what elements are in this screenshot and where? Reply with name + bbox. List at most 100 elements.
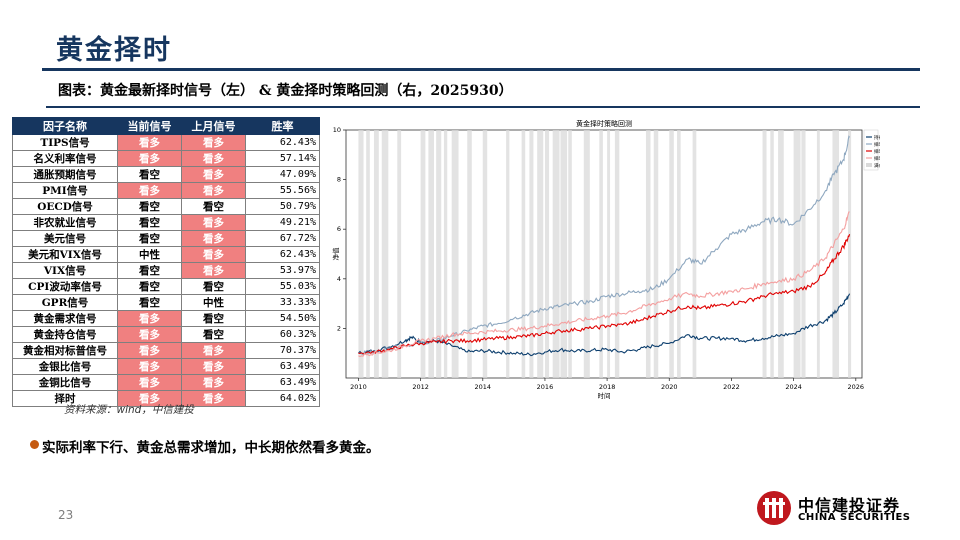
y-axis-label: 净值: [332, 247, 340, 261]
current-signal: 看多: [117, 342, 182, 359]
bullet-dot: [30, 440, 39, 449]
logo-english: CHINA SECURITIES: [798, 512, 911, 523]
current-signal: 看空: [117, 198, 182, 215]
current-signal: 看多: [117, 134, 182, 151]
current-signal: 看多: [117, 390, 182, 407]
table-row: 金铜比信号 看多 看多 63.49%: [12, 374, 320, 391]
full-position-band: [521, 130, 526, 378]
y-tick-label: 4: [337, 275, 341, 283]
factor-name: TIPS信号: [12, 134, 118, 151]
factor-name: CPI波动率信号: [12, 278, 118, 295]
full-position-band: [692, 130, 697, 378]
full-position-band: [420, 130, 426, 378]
y-tick-label: 10: [333, 126, 341, 134]
x-tick-label: 2014: [474, 383, 491, 391]
factor-name: VIX信号: [12, 262, 118, 279]
table-row: OECD信号 看空 看空 50.79%: [12, 198, 320, 215]
header-current: 当前信号: [117, 117, 182, 135]
y-tick-label: 8: [337, 176, 341, 184]
full-position-band: [482, 130, 488, 378]
current-signal: 看空: [117, 262, 182, 279]
chart-title: 黄金择时策略回测: [576, 119, 632, 128]
win-rate: 33.33%: [245, 294, 320, 311]
y-tick-label: 6: [337, 225, 341, 233]
current-signal: 看空: [117, 230, 182, 247]
factor-name: 黄金需求信号: [12, 310, 118, 327]
win-rate: 67.72%: [245, 230, 320, 247]
x-tick-label: 2018: [599, 383, 616, 391]
full-position-band: [614, 130, 620, 378]
current-signal: 看空: [117, 166, 182, 183]
current-signal: 中性: [117, 246, 182, 263]
current-signal: 看多: [117, 358, 182, 375]
x-tick-label: 2010: [350, 383, 367, 391]
x-tick-label: 2016: [537, 383, 554, 391]
legend-swatch: [866, 163, 872, 167]
last-signal: 中性: [181, 294, 246, 311]
x-tick-label: 2020: [661, 383, 678, 391]
x-tick-label: 2012: [412, 383, 429, 391]
win-rate: 60.32%: [245, 326, 320, 343]
table-row: 金银比信号 看多 看多 63.49%: [12, 358, 320, 375]
header-last: 上月信号: [181, 117, 246, 135]
last-signal: 看空: [181, 310, 246, 327]
table-row: CPI波动率信号 看空 看空 55.03%: [12, 278, 320, 295]
full-position-band: [560, 130, 568, 378]
full-position-band: [770, 130, 774, 378]
current-signal: 看空: [117, 278, 182, 295]
last-signal: 看多: [181, 246, 246, 263]
full-position-band: [552, 130, 560, 378]
full-position-band: [529, 130, 534, 378]
full-position-band: [443, 130, 448, 378]
full-position-band: [537, 130, 544, 378]
win-rate: 70.37%: [245, 342, 320, 359]
current-signal: 看多: [117, 310, 182, 327]
full-position-band: [428, 130, 434, 378]
x-axis-label: 时间: [598, 391, 611, 400]
factor-name: 非农就业信号: [12, 214, 118, 231]
bullet-text: 实际利率下行、黄金总需求增加，中长期依然看多黄金。: [42, 440, 380, 456]
signal-table: 因子名称 当前信号 上月信号 胜率 TIPS信号 看多 看多 62.43% 名义利率信号…: [12, 117, 320, 407]
last-signal: 看多: [181, 342, 246, 359]
factor-name: OECD信号: [12, 198, 118, 215]
full-position-band: [645, 130, 651, 378]
signal-table-body: TIPS信号 看多 看多 62.43% 名义利率信号 看多 看多 57.14% 通胀预期信号 看空…: [12, 134, 320, 407]
full-position-band: [653, 130, 659, 378]
current-signal: 看空: [117, 214, 182, 231]
factor-name: 金银比信号: [12, 358, 118, 375]
legend-label: 择时多空双向: [874, 141, 880, 148]
factor-name: 金铜比信号: [12, 374, 118, 391]
factor-name: GPR信号: [12, 294, 118, 311]
factor-name: 名义利率信号: [12, 150, 118, 167]
table-row: 名义利率信号 看多 看多 57.14%: [12, 150, 320, 167]
series-line: [358, 211, 850, 358]
current-signal: 看多: [117, 374, 182, 391]
win-rate: 64.02%: [245, 390, 320, 407]
legend-label: 择时纯多头1: [874, 148, 880, 155]
win-rate: 53.97%: [245, 262, 320, 279]
full-position-band: [506, 130, 510, 378]
caption-rule: [46, 106, 920, 108]
citic-logo-icon: [757, 491, 791, 525]
x-tick-label: 2022: [723, 383, 740, 391]
full-position-band: [544, 130, 550, 378]
full-position-band: [451, 130, 459, 378]
page-number: 23: [58, 508, 74, 522]
series-line: [358, 234, 851, 355]
legend-label: 满仓: [874, 162, 880, 169]
last-signal: 看多: [181, 214, 246, 231]
table-row: PMI信号 看多 看多 55.56%: [12, 182, 320, 199]
win-rate: 63.49%: [245, 358, 320, 375]
y-tick-label: 2: [337, 324, 341, 332]
full-position-band: [677, 130, 681, 378]
full-position-band: [358, 130, 364, 378]
last-signal: 看多: [181, 166, 246, 183]
backtest-chart: 2010 2012 2014 2016 2018 2020 2022 2024 2026 2 4 6 8…: [332, 119, 880, 400]
factor-name: 美元信号: [12, 230, 118, 247]
table-row: VIX信号 看空 看多 53.97%: [12, 262, 320, 279]
current-signal: 看空: [117, 294, 182, 311]
win-rate: 62.43%: [245, 246, 320, 263]
win-rate: 47.09%: [245, 166, 320, 183]
table-header-row: 因子名称 当前信号 上月信号 胜率: [12, 117, 320, 135]
factor-name: 择时: [12, 390, 118, 407]
